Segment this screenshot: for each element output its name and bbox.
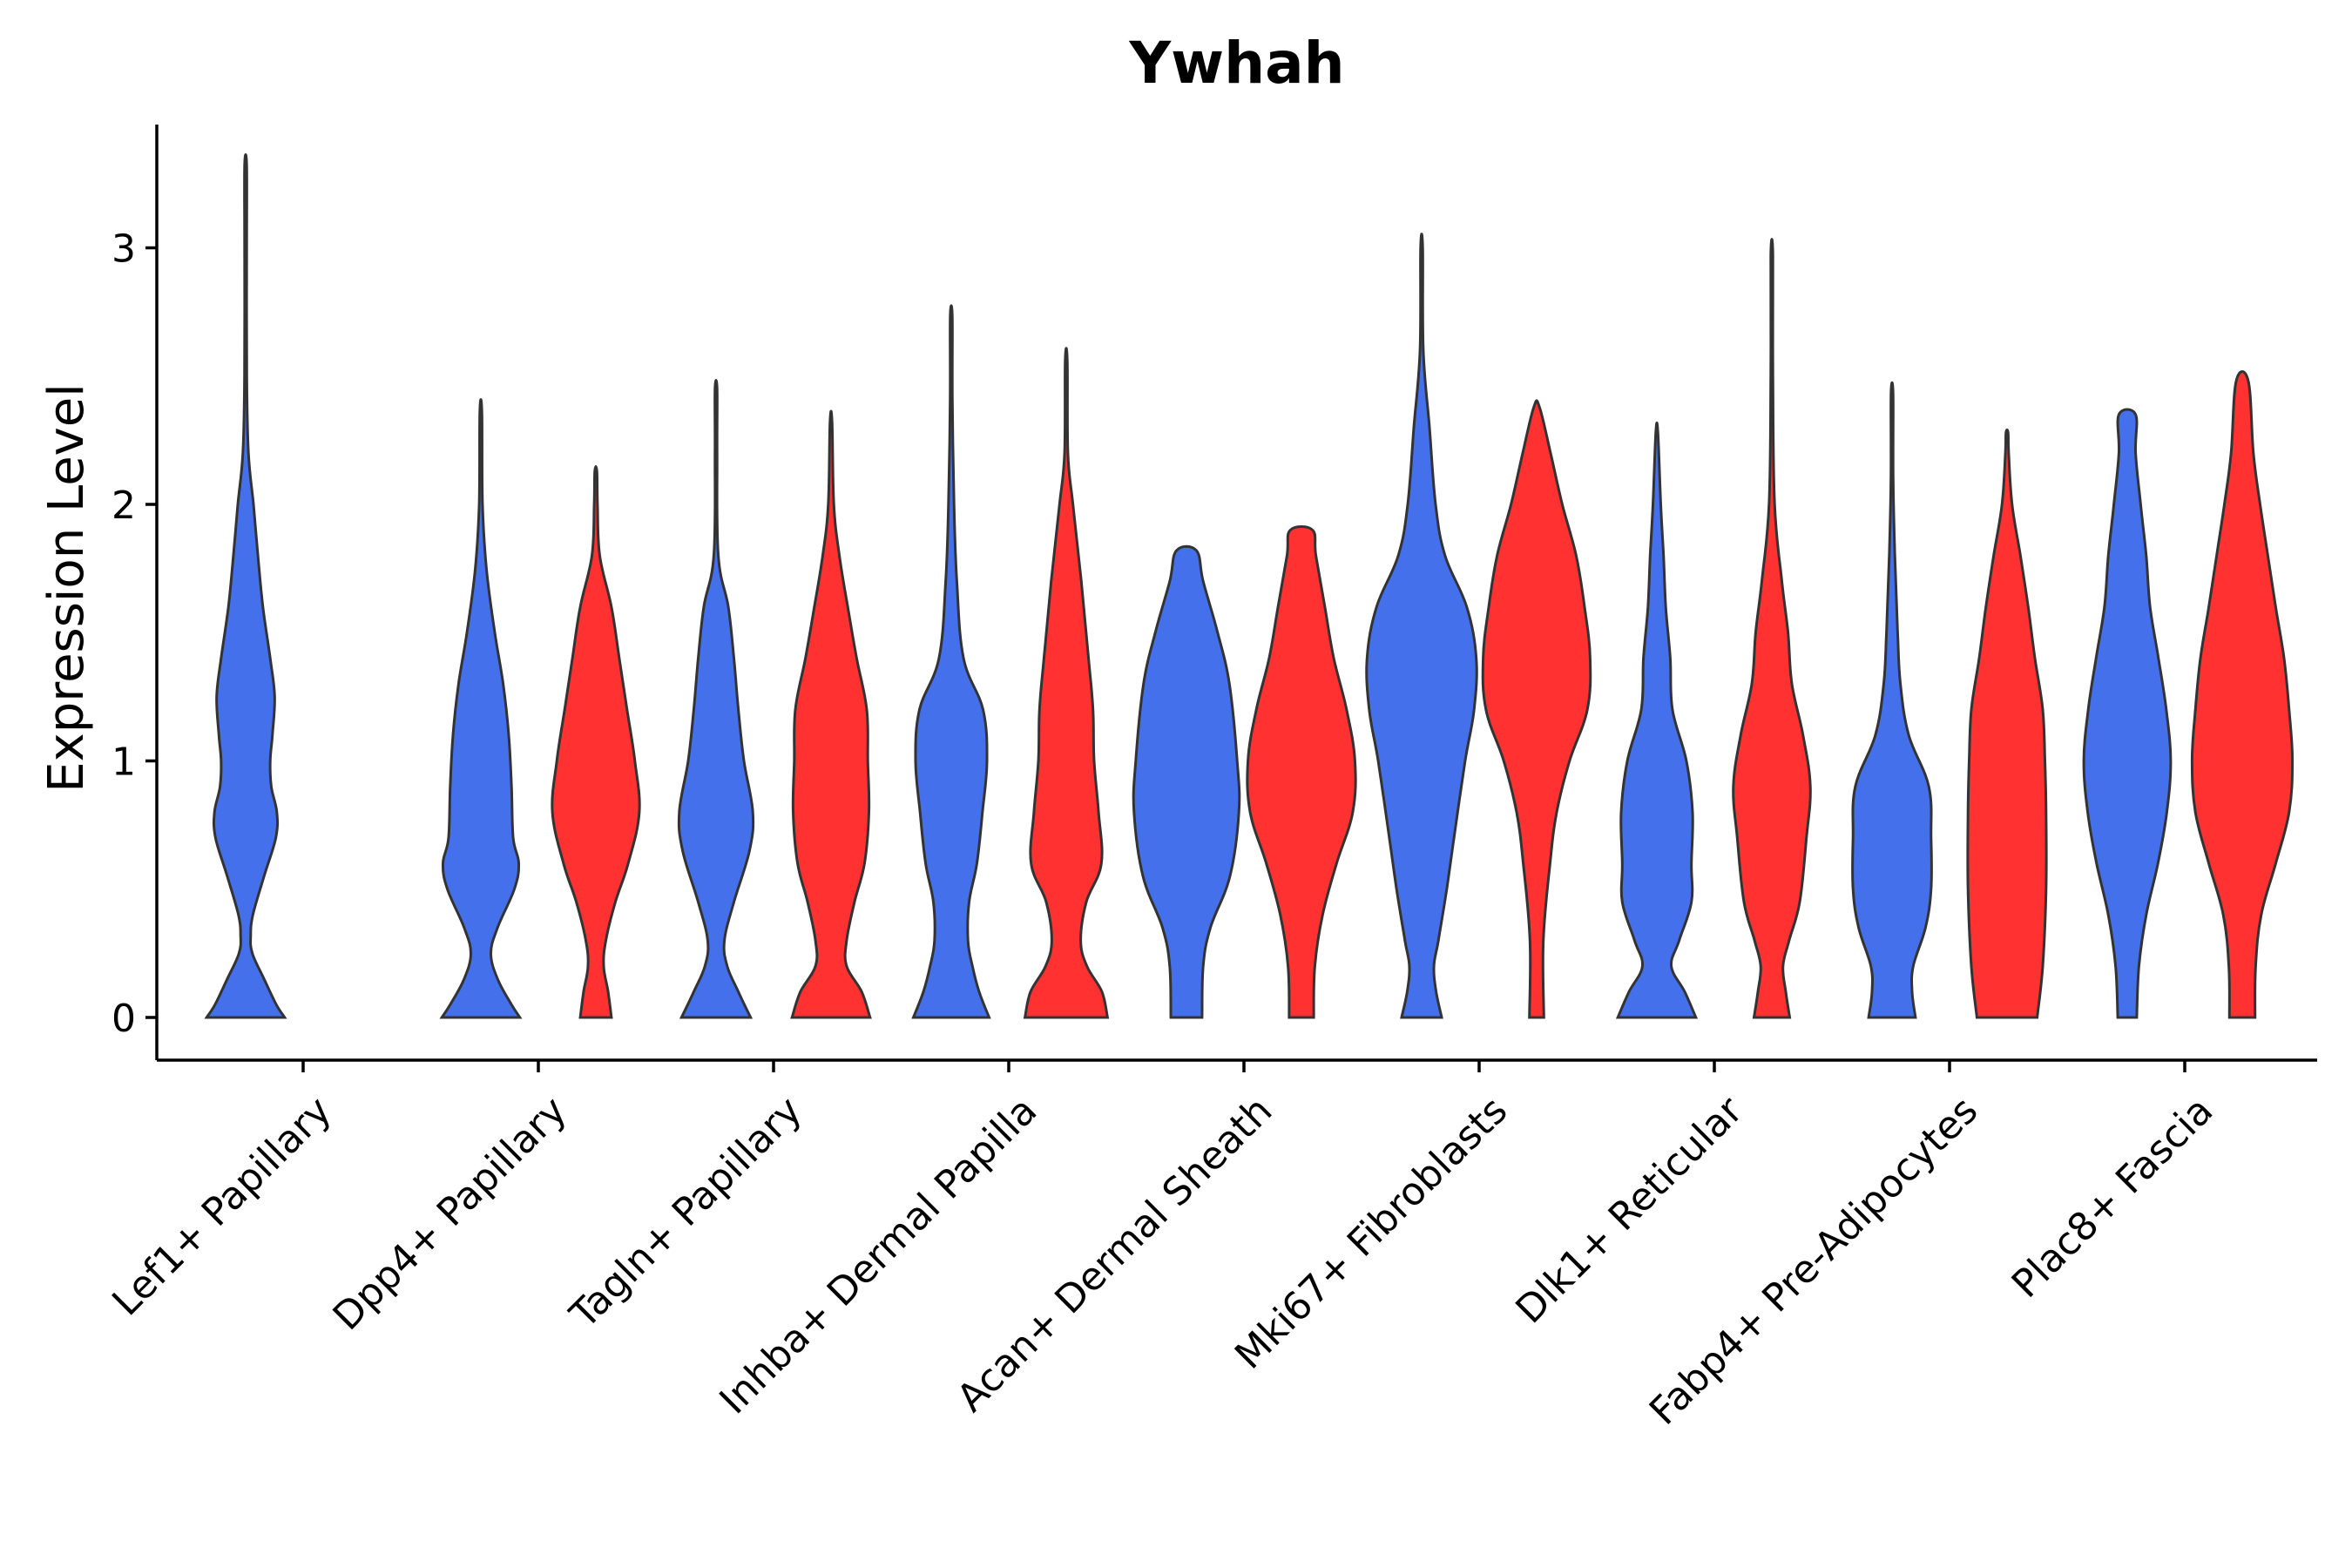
violin-11-group_a — [1615, 421, 1699, 1019]
violin-10-group_b — [1481, 399, 1592, 1019]
axis-layer — [155, 125, 2317, 1062]
violin-7-group_a — [1132, 544, 1241, 1019]
x-tick-label-0: Lef1+ Papillary — [104, 1088, 340, 1324]
violin-6-group_b — [1023, 347, 1110, 1019]
violin-15-group_a — [2082, 408, 2173, 1019]
x-tick-label-8: Plac8+ Fascia — [2004, 1088, 2222, 1307]
x-tick-label-2: Tagln+ Papillary — [561, 1088, 810, 1337]
violin-12-group_b — [1732, 238, 1812, 1019]
y-axis-label: Expression Level — [38, 383, 95, 793]
violin-2-group_b — [551, 465, 641, 1019]
x-tick-label-6: Dlk1+ Reticular — [1507, 1088, 1752, 1333]
violin-9-group_a — [1365, 233, 1478, 1019]
violin-14-group_b — [1966, 428, 2048, 1019]
violin-8-group_b — [1246, 524, 1357, 1019]
violin-5-group_a — [911, 304, 991, 1019]
violin-13-group_a — [1851, 381, 1933, 1019]
x-tick-label-1: Dpp4+ Papillary — [325, 1088, 576, 1339]
y-tick-label-2: 2 — [112, 483, 136, 528]
violin-3-group_a — [677, 379, 755, 1019]
violin-1-group_a — [439, 398, 523, 1019]
y-ticks: 0 1 2 3 — [112, 227, 157, 1041]
violin-4-group_b — [790, 409, 872, 1019]
chart-title: Ywhah — [1128, 30, 1344, 97]
y-tick-label-3: 3 — [112, 227, 136, 272]
y-tick-label-0: 0 — [112, 997, 136, 1041]
violin-layer — [204, 153, 2295, 1019]
x-tick-label-5: Mki67+ Fibroblasts — [1227, 1088, 1516, 1377]
y-tick-label-1: 1 — [112, 740, 136, 785]
violin-16-group_b — [2190, 370, 2295, 1019]
violin-0-group_a — [204, 153, 287, 1019]
